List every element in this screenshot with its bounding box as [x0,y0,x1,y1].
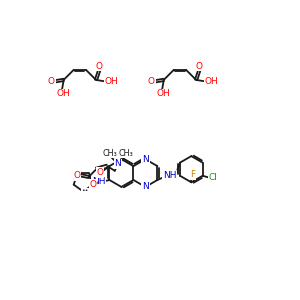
Text: OH: OH [205,77,218,86]
Text: Cl: Cl [209,173,218,182]
Text: N: N [142,182,149,191]
Text: NH: NH [163,171,176,180]
Text: NH: NH [92,177,105,186]
Text: O: O [48,77,55,86]
Text: CH₃: CH₃ [119,148,134,158]
Text: O: O [89,180,96,189]
Text: O: O [96,61,103,70]
Text: OH: OH [57,89,70,98]
Text: N: N [142,155,149,164]
Text: O: O [97,168,104,177]
Text: N: N [115,159,121,168]
Text: OH: OH [157,89,171,98]
Text: O: O [148,77,155,86]
Text: O: O [74,171,81,180]
Text: CH₃: CH₃ [102,148,117,158]
Text: ••: •• [81,188,88,193]
Text: OH: OH [104,77,118,86]
Text: O: O [196,61,203,70]
Text: F: F [190,170,195,179]
